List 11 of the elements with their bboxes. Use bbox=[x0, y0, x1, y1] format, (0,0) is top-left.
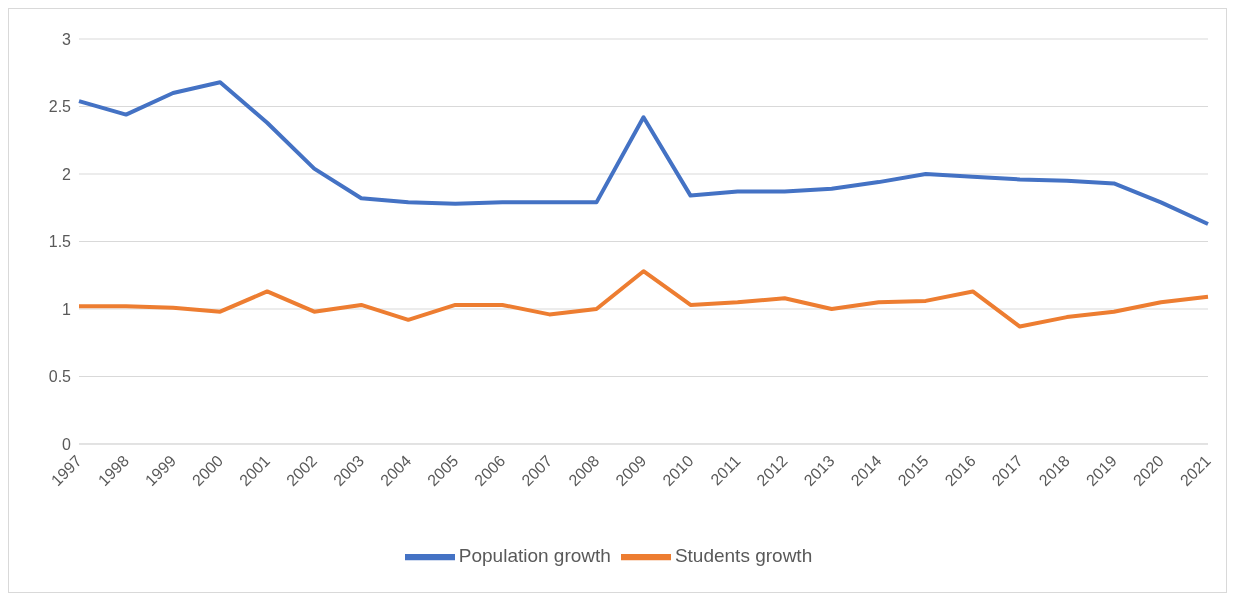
y-tick-label: 2.5 bbox=[48, 98, 72, 116]
line-series bbox=[77, 80, 1210, 226]
legend-label: Population growth bbox=[458, 545, 611, 567]
y-tick-label: 1 bbox=[62, 300, 72, 318]
y-tick-label: 0.5 bbox=[48, 368, 72, 386]
legend-label: Students growth bbox=[674, 545, 813, 567]
y-tick-label: 1.5 bbox=[48, 233, 72, 251]
y-tick-label: 2 bbox=[62, 165, 72, 183]
line-series bbox=[77, 269, 1210, 329]
y-tick-label: 0 bbox=[62, 435, 72, 453]
y-tick-label: 3 bbox=[62, 30, 72, 48]
